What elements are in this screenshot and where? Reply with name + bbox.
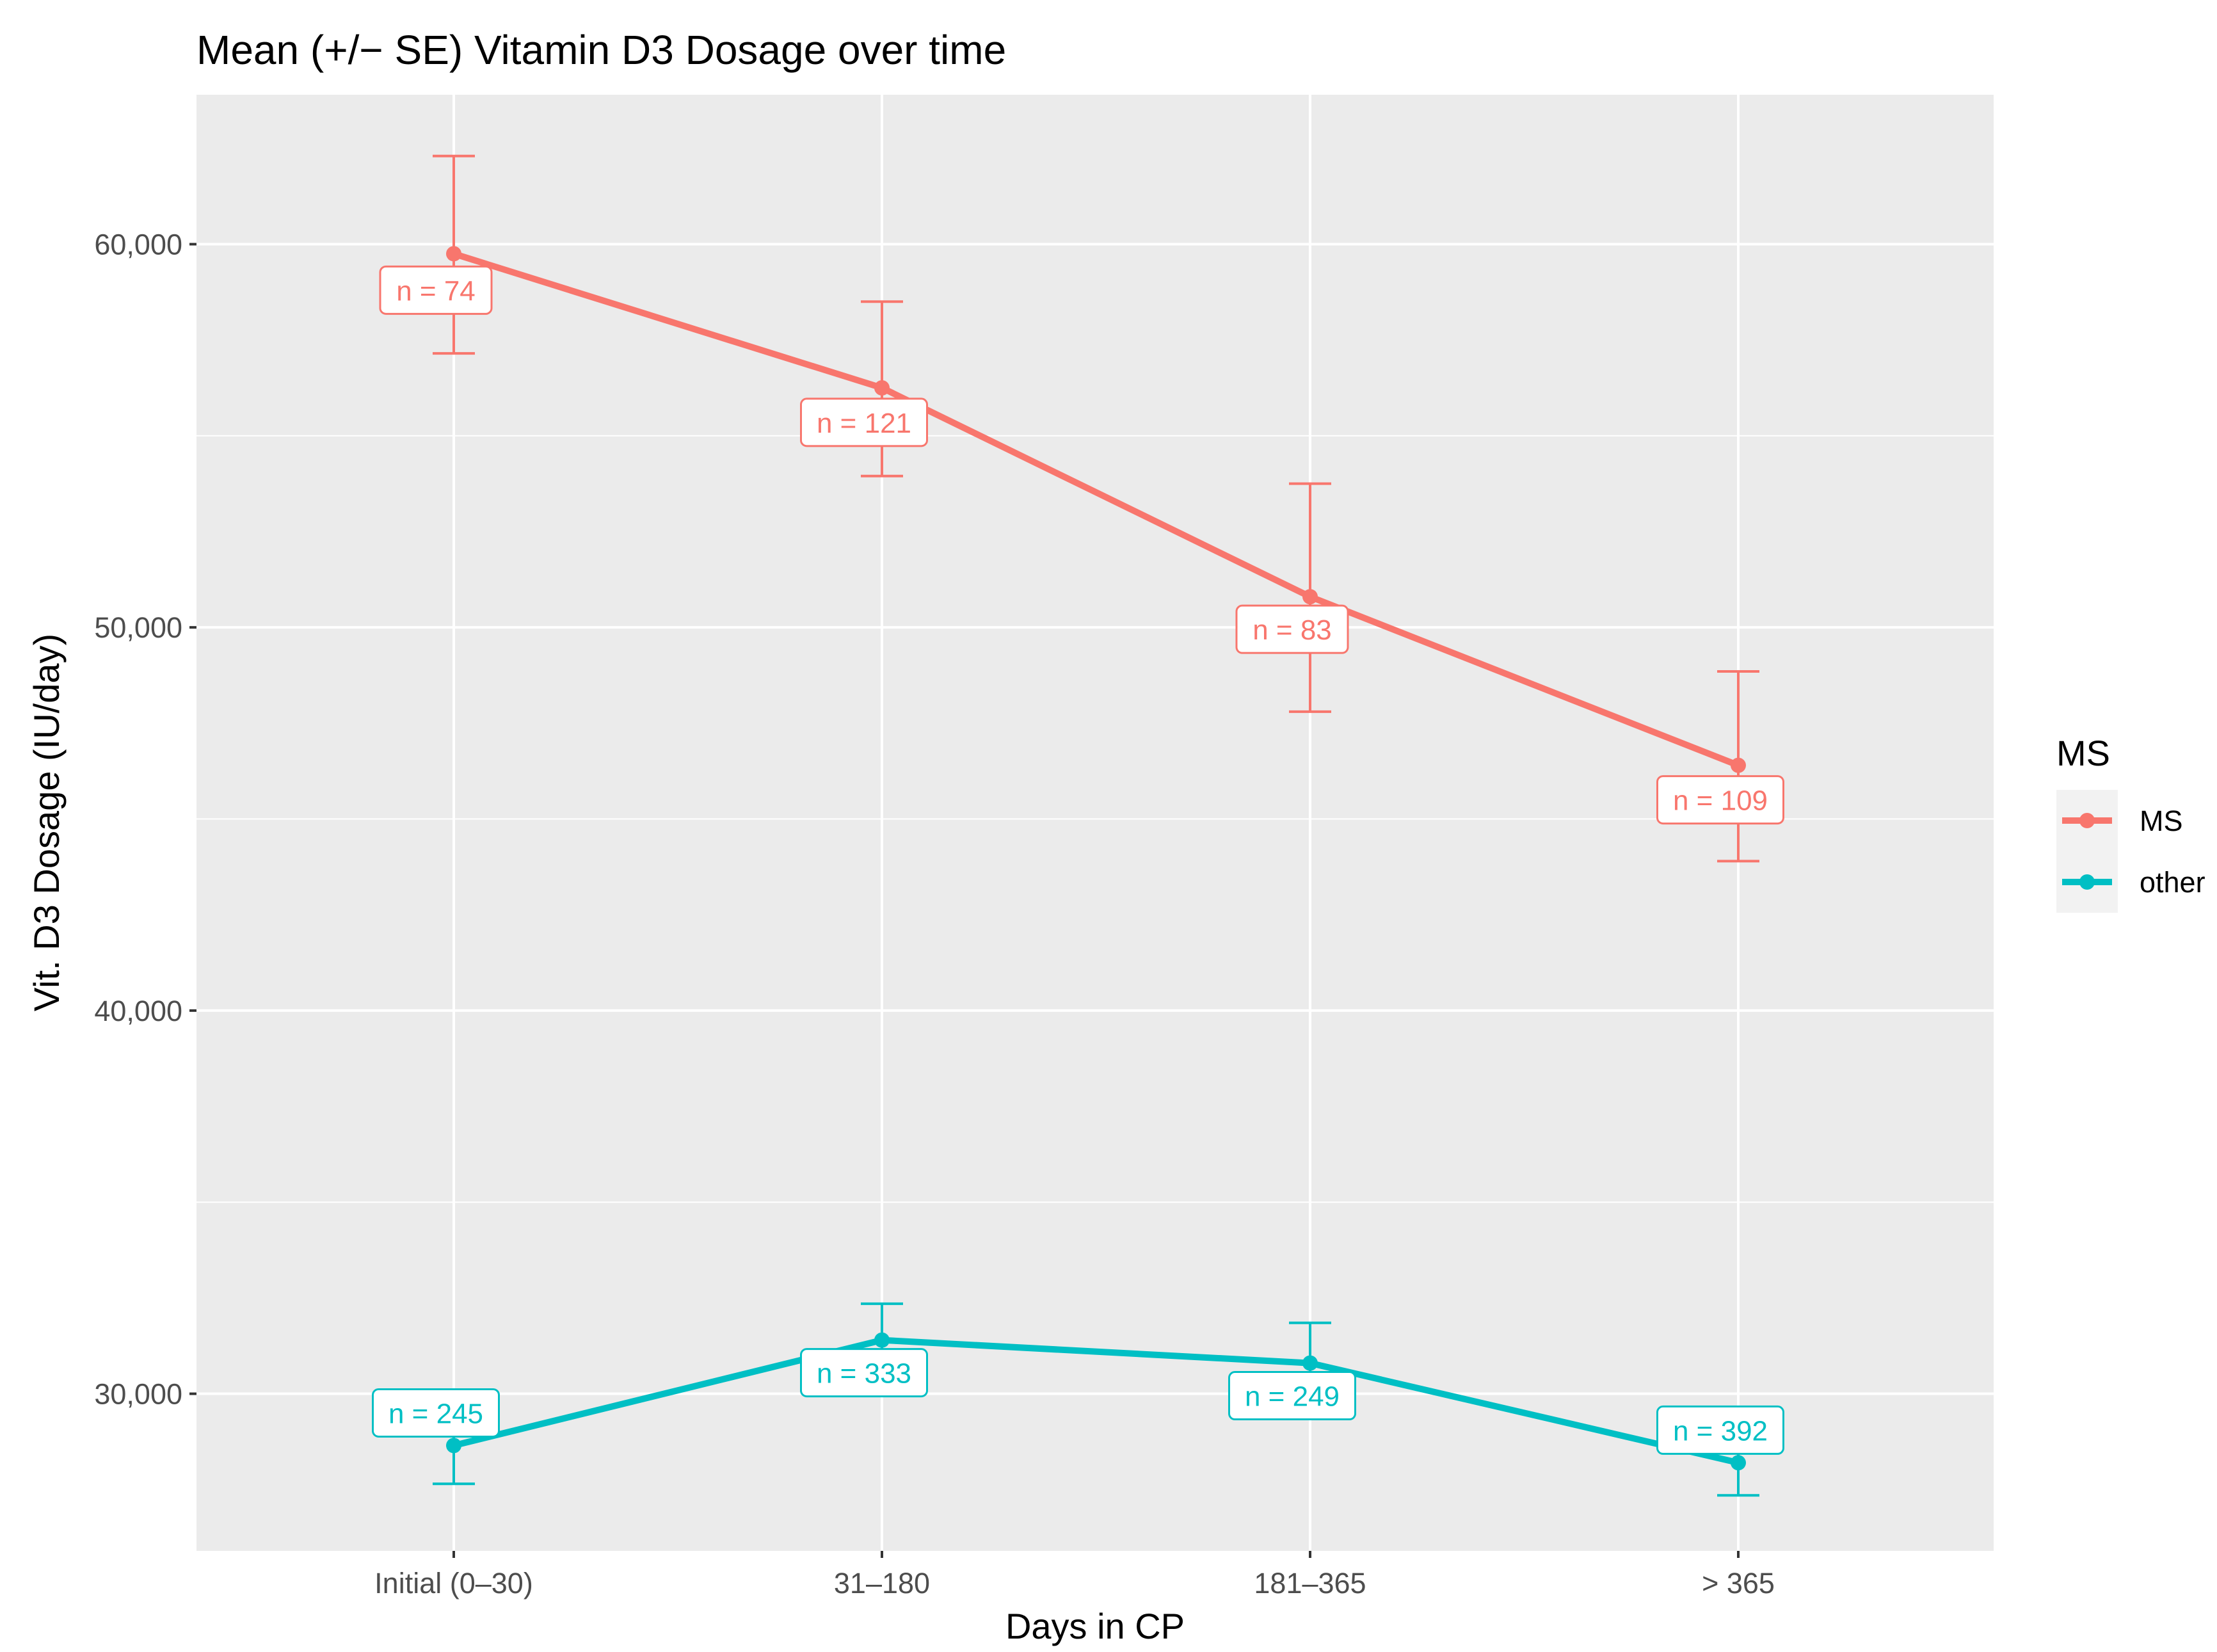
x-axis: Initial (0–30) 31–180 181–365 > 365 (374, 1551, 1775, 1600)
data-point (874, 380, 890, 396)
legend-item-other: other (2056, 851, 2205, 913)
n-label: n = 121 (800, 397, 928, 447)
series-line (451, 250, 1741, 769)
n-label-box (1235, 604, 1349, 654)
data-point (446, 246, 461, 262)
y-tick-label: 60,000 (94, 228, 182, 261)
legend-key-point (2079, 874, 2095, 890)
y-tick-label: 40,000 (94, 995, 182, 1027)
n-label-box (1656, 1405, 1784, 1455)
y-tick-label: 30,000 (94, 1378, 182, 1411)
n-label-box (800, 397, 928, 447)
n-label: n = 83 (1235, 604, 1349, 654)
n-label-box (379, 265, 493, 315)
n-label: n = 74 (379, 265, 493, 315)
n-label-layer: n = 74 n = 121 n = 83 n = 109 n = 245 n = 333… (372, 265, 1784, 1455)
legend: MS MS other (2056, 733, 2205, 913)
n-label-text: n = 83 (1253, 614, 1332, 646)
n-label: n = 109 (1656, 775, 1784, 825)
n-label-box (1228, 1371, 1356, 1421)
y-axis: 30,000 40,000 50,000 60,000 (94, 228, 196, 1411)
data-point (1302, 589, 1318, 605)
x-tick-label: > 365 (1702, 1567, 1775, 1600)
n-label-text: n = 392 (1673, 1415, 1768, 1447)
chart-title: Mean (+/− SE) Vitamin D3 Dosage over tim… (196, 27, 1006, 73)
x-tick-label: 31–180 (834, 1567, 930, 1600)
n-label-box (800, 1348, 928, 1398)
n-label: n = 392 (1656, 1405, 1784, 1455)
legend-label: MS (2140, 805, 2183, 837)
data-point (1302, 1355, 1318, 1371)
n-label-text: n = 333 (817, 1358, 911, 1390)
legend-item-MS: MS (2056, 790, 2183, 851)
legend-label: other (2140, 866, 2205, 899)
data-point (1731, 1455, 1746, 1471)
n-label-text: n = 121 (817, 408, 911, 439)
n-label-text: n = 245 (388, 1398, 483, 1429)
legend-items: MS other (2056, 790, 2205, 913)
legend-title: MS (2056, 733, 2110, 773)
x-tick-label: Initial (0–30) (374, 1567, 533, 1600)
data-point (1731, 757, 1746, 773)
n-label-text: n = 74 (396, 275, 476, 307)
data-point (446, 1438, 461, 1454)
legend-key-point (2079, 813, 2095, 828)
series-line (451, 1336, 1741, 1466)
x-axis-title: Days in CP (1005, 1606, 1185, 1646)
series-layer (433, 154, 1759, 1497)
n-label: n = 249 (1228, 1371, 1356, 1421)
n-label-box (372, 1388, 500, 1438)
data-point (874, 1332, 890, 1348)
y-tick-label: 50,000 (94, 611, 182, 644)
y-axis-title: Vit. D3 Dosage (IU/day) (26, 634, 67, 1011)
n-label-text: n = 249 (1245, 1381, 1340, 1413)
n-label-box (1656, 775, 1784, 825)
x-tick-label: 181–365 (1254, 1567, 1366, 1600)
n-label: n = 245 (372, 1388, 500, 1438)
series-MS (433, 154, 1759, 863)
n-label: n = 333 (800, 1348, 928, 1398)
n-label-text: n = 109 (1673, 785, 1768, 817)
